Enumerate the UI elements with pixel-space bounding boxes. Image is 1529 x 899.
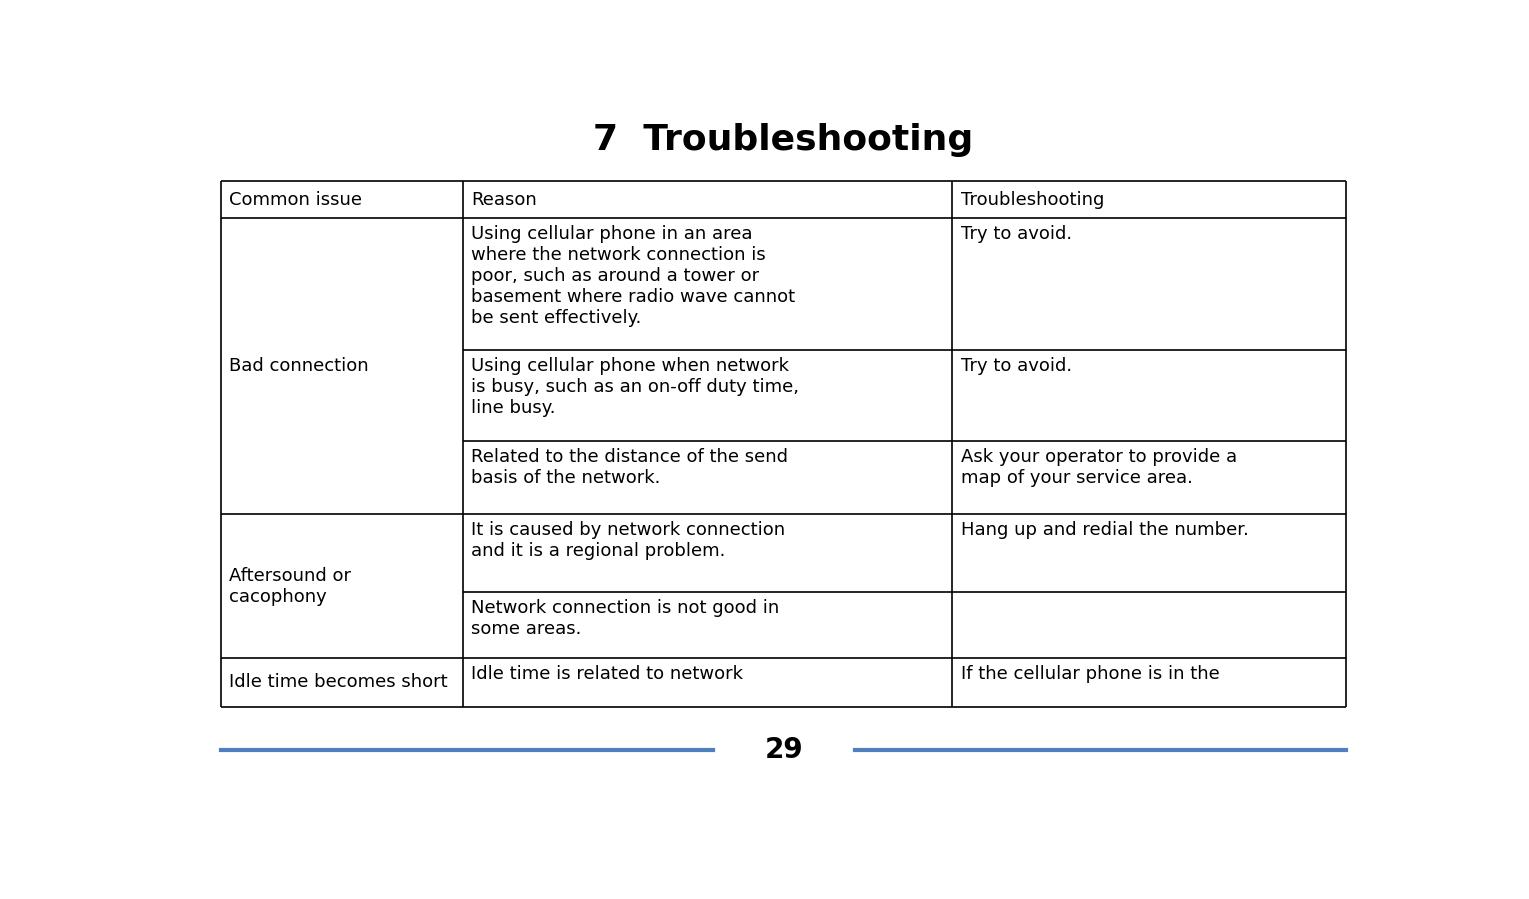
Text: 29: 29: [764, 736, 803, 764]
Text: Try to avoid.: Try to avoid.: [960, 357, 1072, 375]
Text: If the cellular phone is in the: If the cellular phone is in the: [960, 665, 1220, 683]
Text: Related to the distance of the send
basis of the network.: Related to the distance of the send basi…: [471, 449, 787, 487]
Text: Idle time becomes short: Idle time becomes short: [229, 673, 448, 691]
Text: Bad connection: Bad connection: [229, 357, 368, 375]
Text: Aftersound or
cacophony: Aftersound or cacophony: [229, 566, 352, 606]
Text: Common issue: Common issue: [229, 191, 362, 209]
Text: Hang up and redial the number.: Hang up and redial the number.: [960, 521, 1249, 539]
Text: 7  Troubleshooting: 7 Troubleshooting: [593, 123, 974, 157]
Text: Try to avoid.: Try to avoid.: [960, 226, 1072, 244]
Text: Reason: Reason: [471, 191, 537, 209]
Text: Ask your operator to provide a
map of your service area.: Ask your operator to provide a map of yo…: [960, 449, 1237, 487]
Text: Using cellular phone in an area
where the network connection is
poor, such as ar: Using cellular phone in an area where th…: [471, 226, 795, 326]
Text: Using cellular phone when network
is busy, such as an on-off duty time,
line bus: Using cellular phone when network is bus…: [471, 357, 800, 416]
Text: Troubleshooting: Troubleshooting: [960, 191, 1104, 209]
Text: Network connection is not good in
some areas.: Network connection is not good in some a…: [471, 599, 780, 637]
Text: Idle time is related to network: Idle time is related to network: [471, 665, 743, 683]
Text: It is caused by network connection
and it is a regional problem.: It is caused by network connection and i…: [471, 521, 786, 560]
